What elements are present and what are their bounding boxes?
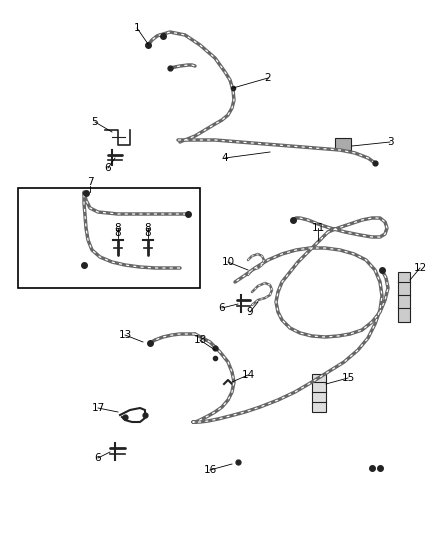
Text: 7: 7 (87, 177, 93, 187)
Bar (398, 272, 410, 322)
Bar (312, 374, 326, 412)
Text: 8: 8 (145, 223, 151, 233)
Text: 15: 15 (341, 373, 355, 383)
Text: 5: 5 (92, 117, 98, 127)
Bar (18, 188, 200, 288)
Text: 18: 18 (193, 335, 207, 345)
Text: 6: 6 (95, 453, 101, 463)
Text: 8: 8 (145, 228, 151, 238)
Text: 3: 3 (387, 137, 393, 147)
Text: 11: 11 (311, 223, 325, 233)
Text: 16: 16 (203, 465, 217, 475)
Text: 9: 9 (247, 307, 253, 317)
Text: 13: 13 (118, 330, 132, 340)
Text: 10: 10 (222, 257, 235, 267)
Bar (335, 138, 351, 150)
Text: 14: 14 (241, 370, 254, 380)
Text: 4: 4 (222, 153, 228, 163)
Text: 6: 6 (219, 303, 225, 313)
Text: 8: 8 (115, 223, 121, 233)
Text: 12: 12 (413, 263, 427, 273)
Text: 1: 1 (134, 23, 140, 33)
Text: 6: 6 (105, 163, 111, 173)
Text: 17: 17 (92, 403, 105, 413)
Text: 2: 2 (265, 73, 271, 83)
Text: 8: 8 (115, 228, 121, 238)
